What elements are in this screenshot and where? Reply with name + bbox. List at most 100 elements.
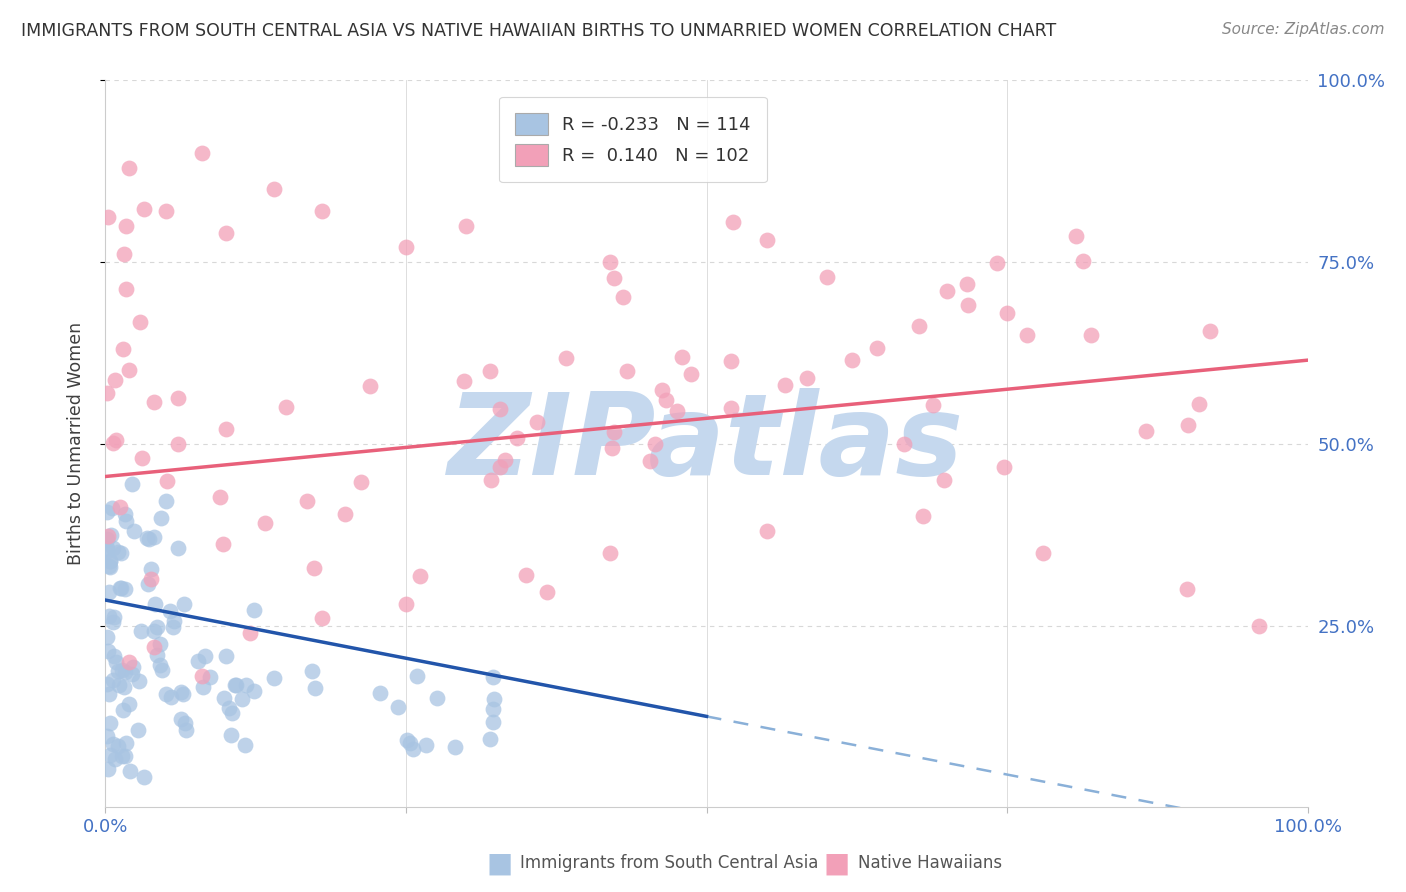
Point	[96, 532, 118, 546]
Point	[755, 233, 778, 247]
Point	[454, 219, 477, 233]
Point	[97, 210, 120, 224]
Point	[139, 562, 162, 576]
Point	[103, 648, 125, 663]
Point	[190, 669, 212, 683]
Point	[110, 749, 132, 764]
Point	[127, 723, 149, 738]
Point	[235, 678, 257, 692]
Point	[505, 431, 527, 445]
Point	[655, 392, 678, 407]
Point	[221, 706, 243, 720]
Point	[136, 577, 159, 591]
Point	[114, 507, 136, 521]
Point	[110, 581, 132, 595]
Point	[101, 737, 124, 751]
Point	[187, 654, 209, 668]
Point	[482, 691, 505, 706]
Point	[333, 507, 356, 521]
Point	[932, 473, 955, 487]
Point	[239, 625, 262, 640]
Point	[107, 678, 129, 692]
Point	[399, 736, 422, 750]
Point	[98, 558, 121, 573]
Point	[97, 762, 120, 776]
Point	[108, 500, 131, 515]
Point	[866, 342, 889, 356]
Point	[482, 715, 505, 730]
Point	[409, 568, 432, 582]
Point	[993, 460, 1015, 475]
Y-axis label: Births to Unmarried Women: Births to Unmarried Women	[66, 322, 84, 566]
Point	[193, 681, 215, 695]
Point	[402, 742, 425, 756]
Point	[644, 436, 666, 450]
Point	[98, 554, 121, 568]
Point	[103, 541, 125, 556]
Point	[163, 614, 186, 628]
Point	[1017, 328, 1039, 343]
Point	[479, 473, 502, 487]
Point	[214, 649, 236, 664]
Point	[166, 392, 188, 406]
Point	[104, 752, 127, 766]
Point	[1032, 546, 1054, 560]
Point	[107, 739, 129, 753]
Point	[162, 620, 184, 634]
Text: ■: ■	[486, 849, 512, 878]
Point	[172, 687, 194, 701]
Point	[98, 715, 121, 730]
Point	[479, 364, 502, 378]
Point	[115, 514, 138, 528]
Point	[1249, 618, 1271, 632]
Point	[104, 434, 127, 448]
Point	[122, 524, 145, 538]
Point	[555, 351, 578, 365]
Point	[254, 516, 277, 531]
Point	[103, 610, 125, 624]
Point	[115, 219, 138, 233]
Point	[301, 665, 323, 679]
Point	[221, 728, 243, 742]
Point	[478, 731, 501, 746]
Point	[114, 735, 136, 749]
Point	[135, 531, 157, 545]
Point	[304, 681, 326, 695]
Point	[956, 277, 979, 291]
Point	[922, 398, 945, 412]
Point	[297, 493, 319, 508]
Point	[651, 383, 673, 397]
Point	[368, 686, 391, 700]
Point	[118, 655, 141, 669]
Point	[174, 723, 197, 737]
Point	[131, 451, 153, 466]
Point	[911, 509, 934, 524]
Text: ZIPatlas: ZIPatlas	[449, 388, 965, 500]
Text: ■: ■	[824, 849, 849, 878]
Point	[406, 669, 429, 683]
Point	[214, 226, 236, 240]
Point	[243, 602, 266, 616]
Point	[118, 161, 141, 175]
Point	[107, 665, 129, 679]
Point	[721, 215, 744, 229]
Point	[603, 425, 626, 439]
Point	[159, 690, 181, 705]
Point	[640, 454, 662, 468]
Point	[159, 604, 181, 618]
Point	[128, 674, 150, 689]
Point	[118, 363, 141, 377]
Point	[121, 477, 143, 491]
Point	[1073, 254, 1095, 268]
Point	[1135, 424, 1157, 438]
Point	[110, 546, 132, 560]
Point	[841, 353, 863, 368]
Point	[274, 401, 297, 415]
Point	[453, 374, 475, 388]
Point	[302, 560, 325, 574]
Point	[1080, 327, 1102, 342]
Point	[602, 441, 624, 455]
Point	[263, 182, 285, 196]
Point	[98, 748, 121, 763]
Point	[111, 703, 134, 717]
